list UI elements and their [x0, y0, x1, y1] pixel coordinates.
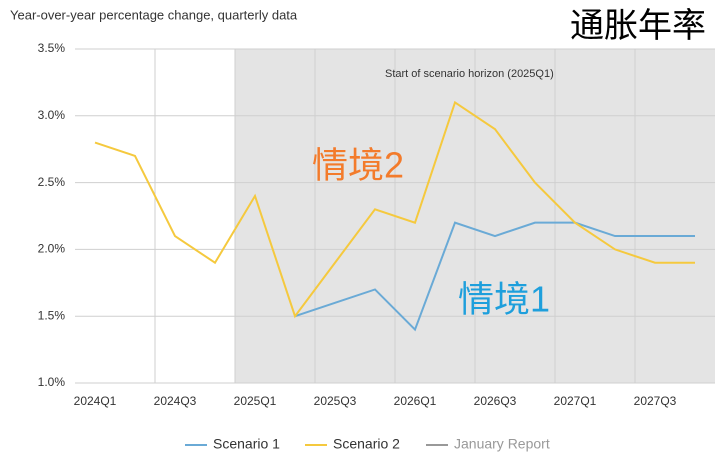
series-line: [94, 100, 695, 319]
y-tick-label: 2.5%: [38, 175, 66, 189]
y-tick-label: 3.0%: [38, 108, 66, 122]
x-tick-label: 2025Q3: [314, 394, 357, 408]
x-tick-label: 2026Q3: [474, 394, 517, 408]
legend-label: Scenario 2: [333, 436, 400, 452]
annotation: 情境1: [458, 279, 550, 320]
x-tick-label: 2024Q1: [74, 394, 117, 408]
y-tick-label: 1.5%: [38, 308, 66, 322]
y-tick-label: 2.0%: [38, 242, 66, 256]
x-tick-label: 2025Q1: [234, 394, 277, 408]
x-tick-label: 2027Q3: [634, 394, 677, 408]
x-tick-label: 2027Q1: [554, 394, 597, 408]
legend-label: Scenario 1: [213, 436, 280, 452]
y-tick-label: 3.5%: [38, 41, 66, 55]
x-tick-label: 2024Q3: [154, 394, 197, 408]
annotation: Start of scenario horizon (2025Q1): [385, 68, 554, 80]
legend-label: January Report: [454, 436, 550, 452]
chart-title: 通胀年率: [570, 7, 706, 45]
series-line: [294, 221, 695, 332]
chart-subtitle: Year-over-year percentage change, quarte…: [10, 7, 298, 22]
annotation: 情境2: [312, 145, 404, 186]
x-tick-label: 2026Q1: [394, 394, 437, 408]
y-tick-label: 1.0%: [38, 375, 66, 389]
